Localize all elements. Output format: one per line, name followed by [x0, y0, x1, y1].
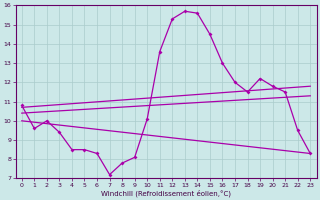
X-axis label: Windchill (Refroidissement éolien,°C): Windchill (Refroidissement éolien,°C) [101, 189, 231, 197]
